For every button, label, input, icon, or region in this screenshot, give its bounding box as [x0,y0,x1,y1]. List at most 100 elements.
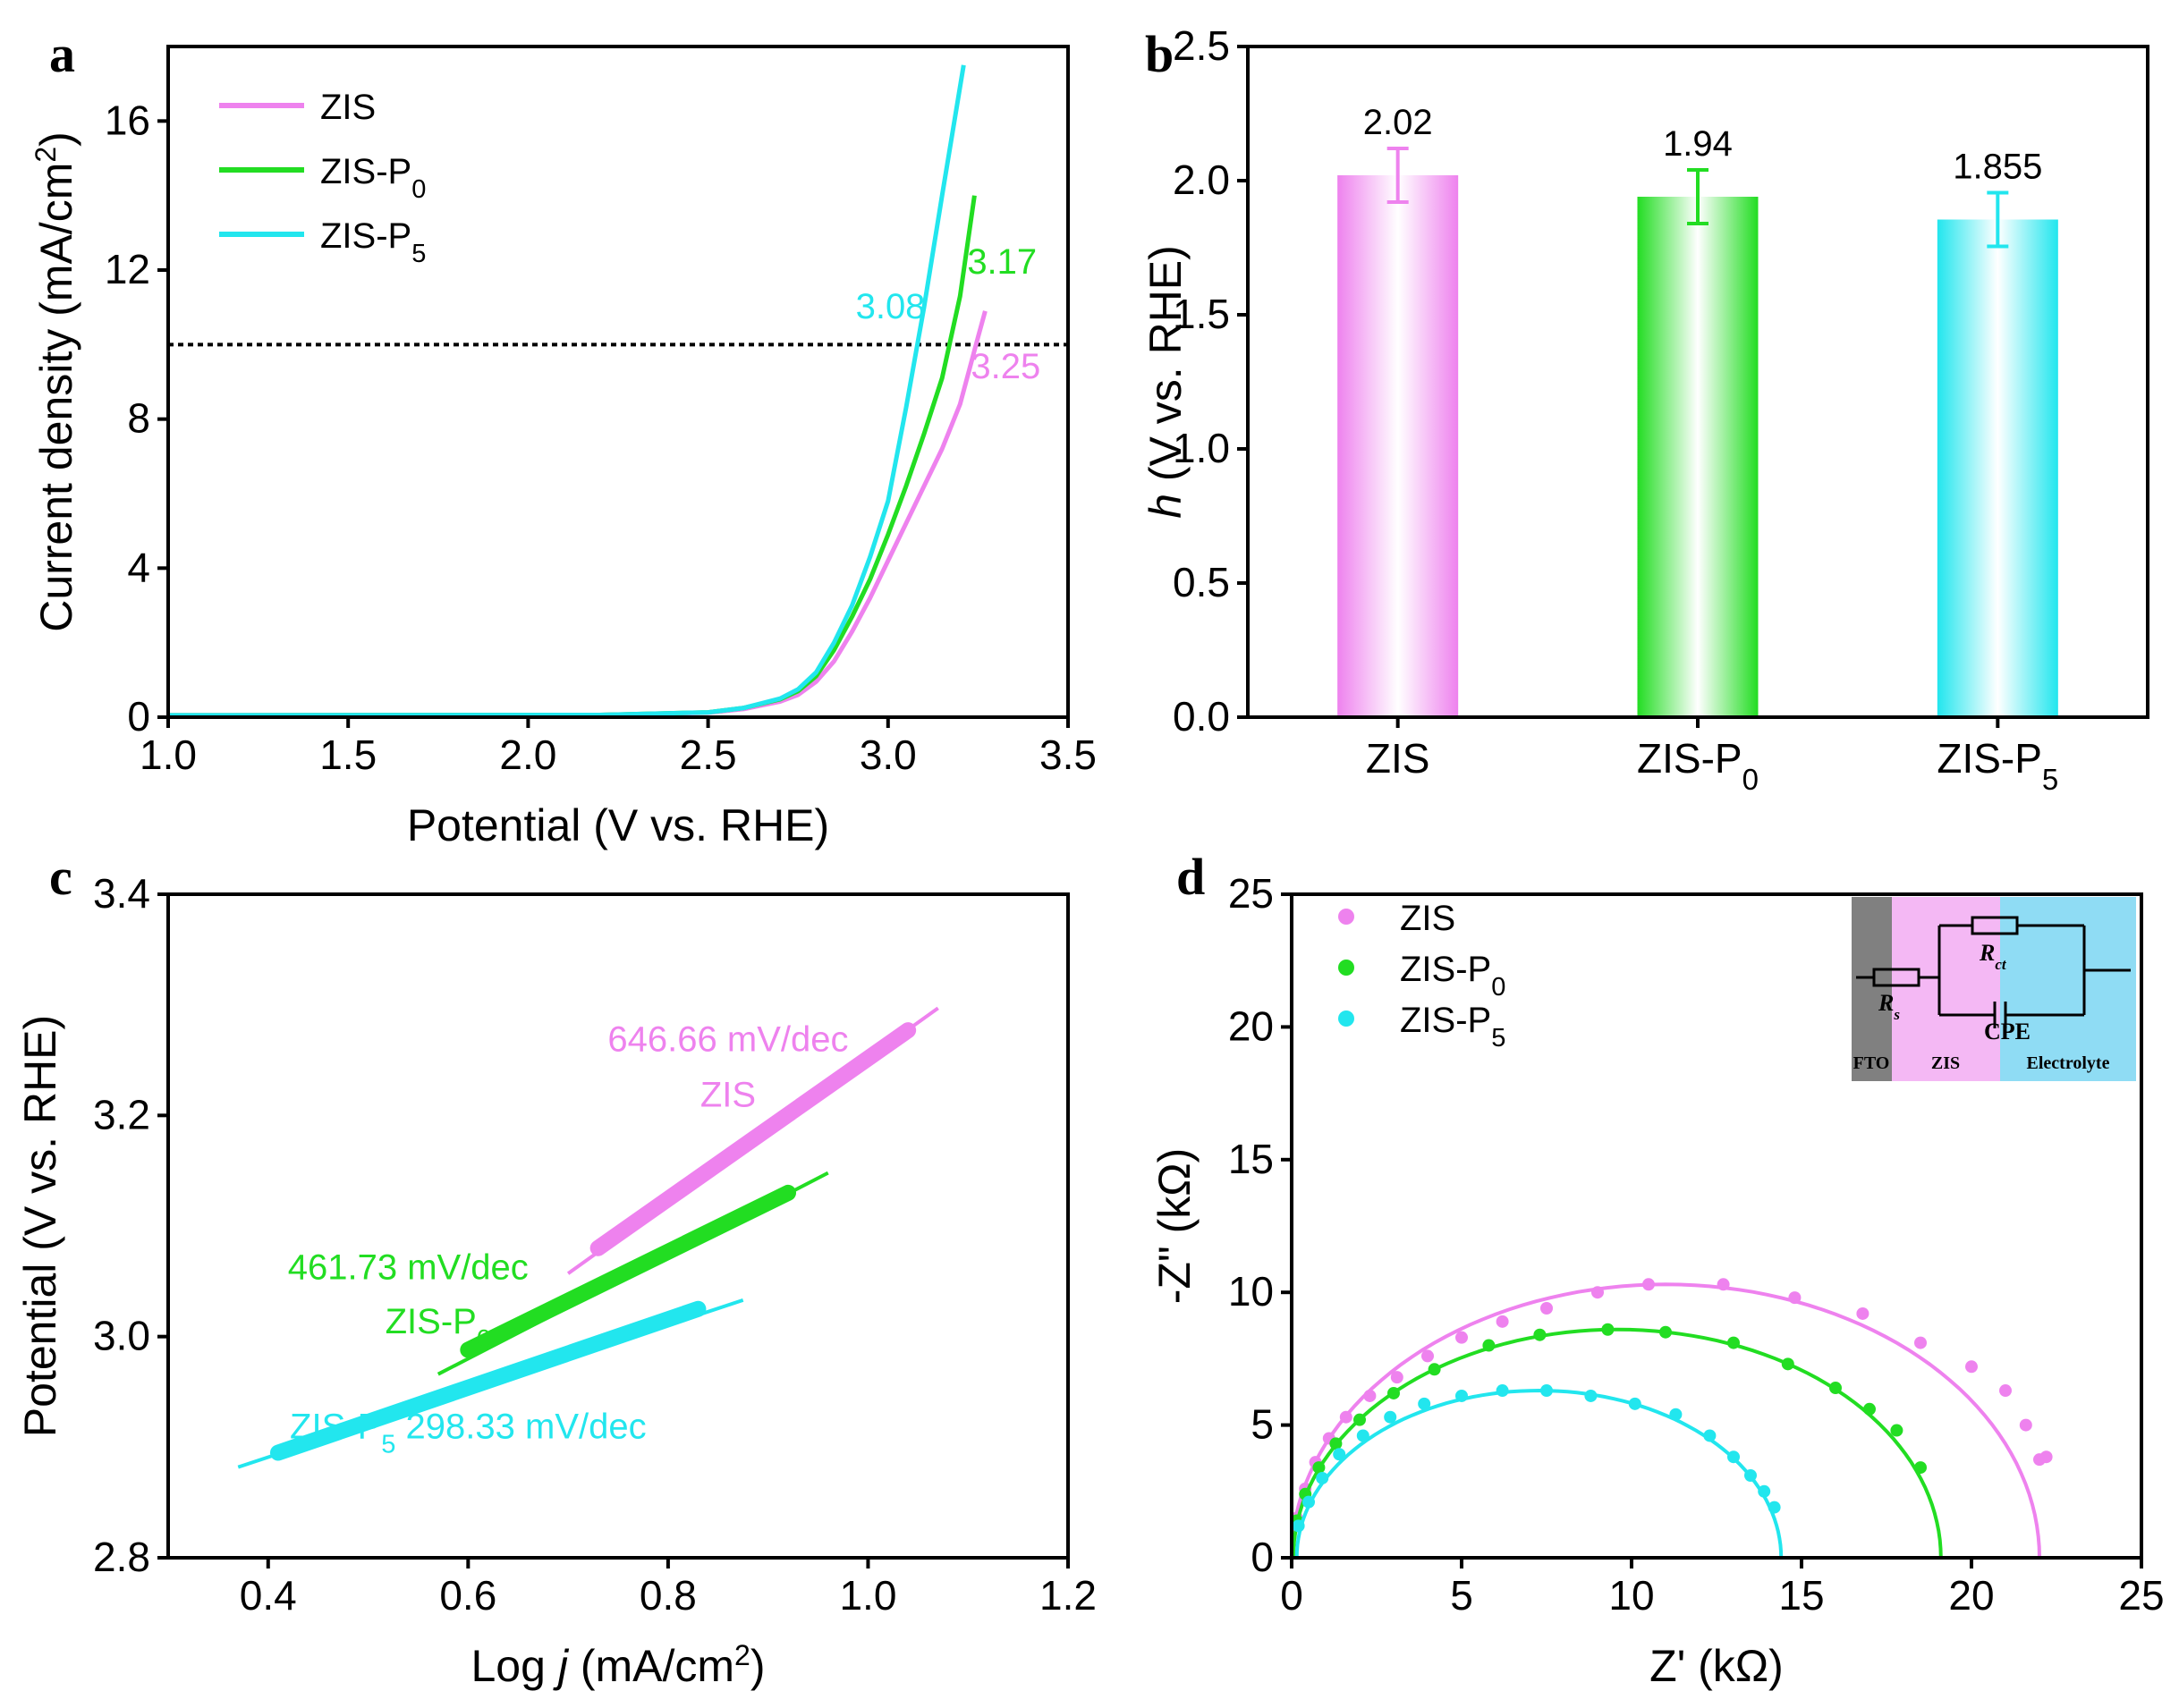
data-band-ZIS-P0 [460,1184,797,1358]
a-xtick-label-1: 1.5 [319,731,377,778]
point-ZIS-P5-4 [1356,1429,1369,1442]
annotation-ZIS-P0: 3.17 [967,242,1037,282]
point-ZIS-P5-15 [1744,1468,1757,1482]
annotation-3: ZIS-P0 [386,1302,491,1354]
point-ZIS-6 [1390,1371,1403,1384]
point-ZIS-P0-12 [1781,1357,1794,1371]
y-axis-label: h (V vs. RHE) [1140,245,1191,519]
fto-label: FTO [1853,1053,1890,1073]
axes-frame [1290,892,2143,1560]
point-ZIS-P5-11 [1628,1397,1641,1410]
series-line-ZIS-P0 [167,195,977,718]
x-axis-label: Potential (V vs. RHE) [407,800,829,850]
point-ZIS-P0-13 [1829,1382,1842,1395]
point-ZIS-P0-5 [1387,1386,1400,1399]
point-ZIS-P5-7 [1455,1389,1468,1402]
panel-letter-a: a [49,25,75,83]
plot-area [237,1006,939,1469]
point-ZIS-P5-9 [1540,1384,1553,1398]
rct-label: Rct [1979,940,2007,973]
x-axis-label: Log j (mA/cm2) [471,1639,766,1691]
point-ZIS-P5-16 [1758,1484,1771,1498]
fit-curve-ZIS-P0 [1291,1327,1943,1559]
series-line-ZIS [167,310,988,718]
b-ytick-label-0: 0.0 [1173,693,1230,740]
point-ZIS-10 [1540,1302,1553,1315]
legend-label-ZIS-P0: ZIS-P0 [320,152,426,204]
x-categories: ZIS ZIS-P0 ZIS-P5 [1366,717,2058,796]
point-ZIS-P5-12 [1669,1408,1683,1421]
c-ytick-label-3: 3.4 [93,870,150,917]
c-ytick-label-0: 2.8 [93,1534,150,1580]
annotation-1: ZIS [700,1075,756,1114]
d-xtick-label-4: 20 [1948,1572,1994,1619]
d-xtick-label-0: 0 [1280,1572,1303,1619]
plot-area [1290,1278,2053,1559]
legend-label-ZIS: ZIS [320,88,376,127]
plot-area: 2.02 1.94 1.855 [1337,103,2058,717]
point-ZIS-14 [1788,1291,1802,1305]
fto-layer [1852,897,1892,1081]
legend-label-ZIS-P5: ZIS-P5 [320,216,426,268]
point-ZIS-21 [2039,1450,2053,1464]
data-band-ZIS [589,1022,917,1256]
point-ZIS-P0-7 [1482,1339,1496,1352]
a-ytick-label-0: 0 [127,693,150,740]
point-ZIS-15 [1856,1306,1870,1320]
x-category-ZIS-P5: ZIS-P5 [1937,735,2058,796]
electrolyte-label: Electrolyte [2027,1053,2110,1073]
point-ZIS-P0-4 [1353,1413,1366,1426]
d-xtick-label-2: 10 [1608,1572,1654,1619]
point-ZIS-13 [1717,1278,1730,1291]
a-ytick-label-2: 8 [127,395,150,442]
y-ticks: 0 5 10 15 20 25 [1228,870,1292,1580]
bar-ZIS-P0 [1637,197,1759,717]
point-ZIS-P5-13 [1703,1429,1717,1442]
d-xtick-label-5: 25 [2118,1572,2164,1619]
c-xtick-label-3: 1.0 [839,1572,896,1619]
electrolyte-layer [2000,897,2136,1081]
d-ytick-label-0: 0 [1251,1534,1274,1580]
panel-a-lsv-chart: 1.0 1.5 2.0 2.5 3.0 3.5 0 4 8 12 16 Potential (V … [30,45,1097,850]
point-ZIS-P0-11 [1727,1336,1740,1349]
y-axis-label: -Z" (kΩ) [1149,1148,1200,1305]
point-ZIS-19 [2019,1418,2032,1432]
y-ticks: 2.8 3.0 3.2 3.4 [93,870,168,1580]
panel-d-nyquist-chart: 0 5 10 15 20 25 0 5 10 15 20 25 Z' (kΩ) -Z" (kΩ) Z… [1149,870,2165,1691]
x-category-ZIS: ZIS [1366,735,1430,782]
point-ZIS-P5-6 [1418,1397,1431,1410]
point-ZIS-P5-5 [1384,1410,1397,1424]
b-ytick-label-3: 1.5 [1173,291,1230,337]
value-label-ZIS: 2.02 [1363,103,1433,142]
point-ZIS-12 [1642,1278,1655,1291]
a-xtick-label-0: 1.0 [140,731,197,778]
annotation-2: 461.73 mV/dec [288,1247,529,1287]
fit-curve-ZIS-P5 [1294,1388,1784,1559]
point-ZIS-17 [1965,1360,1978,1374]
a-ytick-label-3: 12 [105,246,150,292]
point-ZIS-11 [1591,1286,1604,1299]
point-ZIS-4 [1339,1410,1352,1424]
bar-ZIS-P5 [1937,219,2058,717]
cpe-label: CPE [1984,1019,2031,1044]
series-line-ZIS-P5 [167,64,966,718]
legend-label-ZIS-P0: ZIS-P0 [1400,950,1505,1002]
b-ytick-label-5: 2.5 [1173,22,1230,69]
a-xtick-label-3: 2.5 [680,731,737,778]
annotation-ZIS: 3.25 [971,347,1040,386]
point-ZIS-8 [1455,1331,1468,1344]
panel-b-bar-chart: 2.02 1.94 1.855 0.0 0.5 1.0 1.5 2.0 2.5 ZIS ZIS-… [1140,22,2149,796]
b-ytick-label-4: 2.0 [1173,156,1230,203]
point-ZIS-9 [1496,1315,1509,1328]
point-ZIS-7 [1421,1349,1434,1363]
annotations: 646.66 mV/dec ZIS 461.73 mV/dec ZIS-P0 ZIS-P… [288,1020,849,1459]
zis-inset-label: ZIS [1931,1053,1960,1073]
point-ZIS-P0-3 [1329,1437,1343,1450]
d-ytick-label-4: 20 [1228,1002,1274,1049]
equivalent-circuit-inset: Rs Rct CPE FTO ZIS Electrolyte [1852,897,2136,1081]
d-ytick-label-5: 25 [1228,870,1274,917]
legend-marker-ZIS-P5 [1338,1010,1354,1027]
point-ZIS-P0-8 [1533,1328,1547,1341]
